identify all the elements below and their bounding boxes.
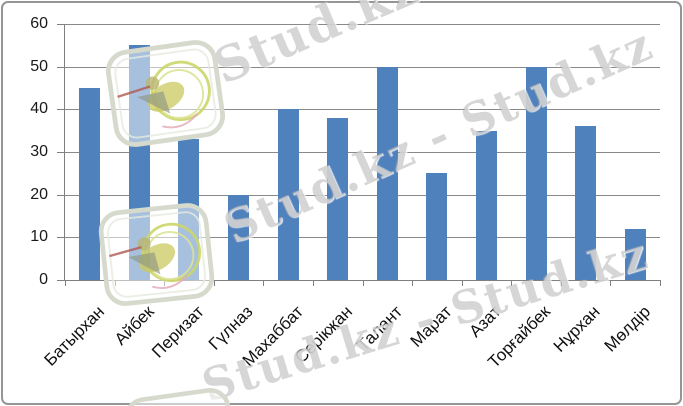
y-axis-tick-mark bbox=[57, 66, 65, 68]
y-axis-tick-mark bbox=[57, 24, 65, 25]
y-axis-tick-mark bbox=[57, 280, 65, 281]
bar-Айбек bbox=[128, 45, 150, 280]
x-axis-tick-mark bbox=[164, 280, 166, 286]
y-axis-tick-label: 60 bbox=[30, 15, 48, 32]
gridline bbox=[65, 66, 660, 68]
x-axis-tick-mark bbox=[560, 280, 562, 286]
y-axis-tick-mark bbox=[57, 109, 65, 111]
gridline bbox=[65, 152, 660, 153]
plot-area bbox=[65, 24, 660, 281]
gridline bbox=[65, 194, 660, 196]
y-axis-tick-label: 50 bbox=[30, 57, 48, 75]
y-axis-tick-label: 40 bbox=[30, 100, 48, 118]
bar-Махаббат bbox=[277, 109, 299, 280]
y-axis-tick-label: 20 bbox=[30, 185, 48, 203]
y-axis-tick-label: 30 bbox=[30, 143, 48, 160]
x-axis-tick-mark bbox=[511, 280, 513, 286]
bar-Батырхан bbox=[79, 88, 101, 280]
x-axis-tick-mark bbox=[461, 280, 463, 286]
bar-Серікжан bbox=[327, 117, 349, 280]
y-axis-tick-label: 10 bbox=[30, 228, 48, 246]
gridline bbox=[65, 237, 660, 239]
x-axis-tick-mark bbox=[610, 280, 612, 286]
bar-Гүлназ bbox=[228, 194, 250, 280]
y-axis-tick-mark bbox=[57, 152, 65, 153]
bar-Азат bbox=[475, 130, 497, 280]
bar-Торғайбек bbox=[525, 66, 547, 280]
x-axis-tick-mark bbox=[65, 280, 66, 286]
bar-Талант bbox=[376, 66, 398, 280]
x-axis-tick-mark bbox=[660, 280, 661, 286]
x-axis-tick-mark bbox=[412, 280, 414, 286]
bar-Нұрхан bbox=[575, 126, 597, 280]
bar-Перизат bbox=[178, 139, 200, 280]
y-axis-tick-mark bbox=[57, 237, 65, 239]
x-axis-tick-mark bbox=[114, 280, 116, 286]
y-axis-tick-mark bbox=[57, 194, 65, 196]
bar-Мөлдір bbox=[624, 228, 646, 280]
bar-Марат bbox=[426, 173, 448, 280]
x-axis-tick-mark bbox=[263, 280, 265, 286]
x-axis-tick-mark bbox=[362, 280, 364, 286]
x-axis-tick-mark bbox=[213, 280, 215, 286]
y-axis-tick-label: 0 bbox=[39, 271, 48, 288]
x-axis-tick-mark bbox=[312, 280, 314, 286]
gridline bbox=[65, 109, 660, 111]
gridline bbox=[65, 24, 660, 25]
